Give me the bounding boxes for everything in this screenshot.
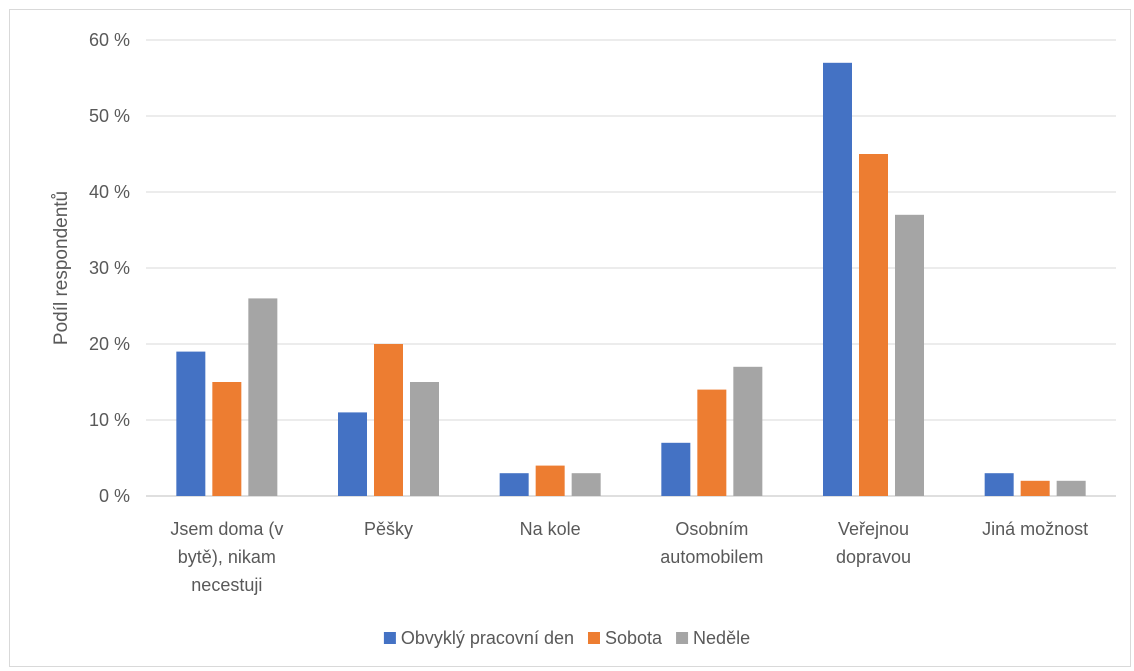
- x-tick-label-line: Jsem doma (v: [170, 519, 283, 539]
- bar: [499, 473, 529, 496]
- bar: [895, 214, 924, 497]
- bar: [1056, 480, 1086, 496]
- x-tick-label-line: Jiná možnost: [982, 519, 1088, 539]
- y-tick-label: 40 %: [89, 182, 130, 202]
- x-tick-label: Jsem doma (v bytě), nikam necestuji: [170, 519, 283, 595]
- legend-label: Sobota: [605, 628, 663, 648]
- y-tick-label: 30 %: [89, 258, 130, 278]
- bar: [410, 382, 439, 496]
- bar: [859, 154, 888, 496]
- y-axis-title: Podíl respondentů: [51, 191, 72, 345]
- x-tick-label-line: dopravou: [836, 547, 911, 567]
- x-tick-label: Na kole: [520, 519, 581, 539]
- bar: [823, 62, 852, 497]
- bar: [1020, 480, 1050, 496]
- bar: [248, 298, 278, 496]
- y-tick-label: 10 %: [89, 410, 130, 430]
- y-tick-label: 0 %: [99, 486, 130, 506]
- chart-frame: [9, 9, 1131, 667]
- legend-swatch: [676, 632, 689, 644]
- x-tick-label: Veřejnou dopravou: [836, 519, 911, 567]
- x-tick-label-line: Pěšky: [364, 519, 413, 539]
- bar: [212, 382, 242, 496]
- y-tick-label: 50 %: [89, 106, 130, 126]
- x-tick-label: Pěšky: [364, 519, 413, 539]
- legend-label: Neděle: [693, 628, 750, 648]
- x-tick-label: Jiná možnost: [982, 519, 1088, 539]
- bar: [697, 389, 727, 496]
- x-tick-label-line: Veřejnou: [838, 519, 909, 539]
- bar: [176, 351, 206, 496]
- x-tick-label-line: Na kole: [520, 519, 581, 539]
- x-tick-label-line: bytě), nikam: [178, 547, 276, 567]
- bar: [338, 412, 367, 496]
- legend-label: Obvyklý pracovní den: [401, 628, 574, 648]
- x-tick-label-line: automobilem: [660, 547, 763, 567]
- bar: [374, 344, 403, 496]
- bar: [984, 473, 1014, 496]
- y-tick-label: 60 %: [89, 30, 130, 50]
- bar: [535, 465, 565, 496]
- legend-swatch: [587, 632, 600, 644]
- y-tick-label: 20 %: [89, 334, 130, 354]
- x-tick-label-line: necestuji: [191, 575, 262, 595]
- x-tick-label-line: Osobním: [675, 519, 748, 539]
- legend-swatch: [383, 632, 396, 644]
- bar: [571, 473, 601, 496]
- bar: [733, 366, 763, 496]
- bar: [661, 442, 691, 496]
- x-tick-label: Osobním automobilem: [660, 519, 763, 567]
